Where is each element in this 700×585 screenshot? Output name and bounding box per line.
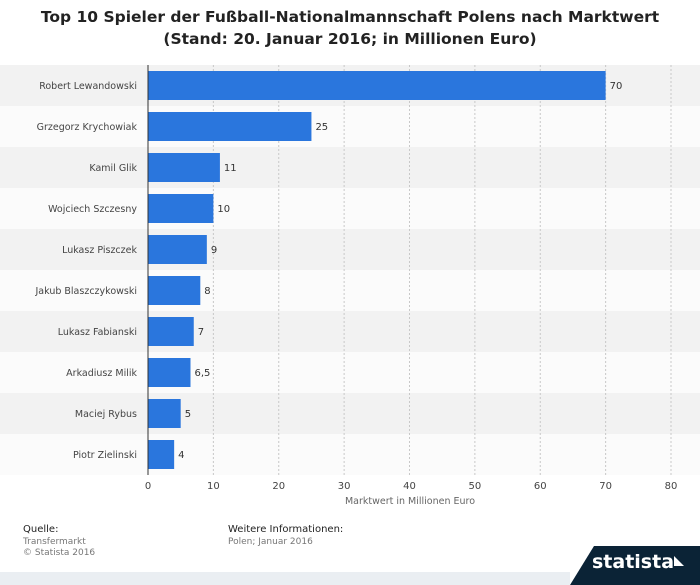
row-stripe <box>0 270 700 311</box>
x-tick-label: 20 <box>272 481 285 492</box>
bar[interactable] <box>148 71 606 100</box>
bar-chart: Robert Lewandowski Grzegorz Krychowiak Kam… <box>0 65 700 507</box>
chart-title: Top 10 Spieler der Fußball-Nationalmanns… <box>40 8 660 48</box>
row-stripe <box>0 352 700 393</box>
row-stripe <box>0 311 700 352</box>
category-label: Grzegorz Krychowiak <box>37 122 138 133</box>
bar[interactable] <box>148 153 220 182</box>
brand-text: statista <box>592 551 675 573</box>
bar[interactable] <box>148 112 312 141</box>
info-label: Weitere Informationen: <box>228 524 344 535</box>
category-label: Jakub Blaszczykowski <box>35 286 138 297</box>
x-tick-label: 10 <box>207 481 220 492</box>
category-label: Wojciech Szczesny <box>48 204 137 215</box>
bar[interactable] <box>148 235 207 264</box>
value-label: 9 <box>211 245 217 256</box>
value-label: 7 <box>198 327 204 338</box>
logo-corner <box>570 546 594 585</box>
row-stripe <box>0 229 700 270</box>
footer-band <box>0 572 700 585</box>
row-stripe <box>0 106 700 147</box>
x-tick-label: 30 <box>338 481 351 492</box>
x-tick-label: 40 <box>403 481 416 492</box>
value-labels: 70 25 11 10 9 8 7 6,5 5 4 <box>178 81 622 461</box>
category-label: Lukasz Fabianski <box>58 327 137 338</box>
bar[interactable] <box>148 317 194 346</box>
source-label: Quelle: <box>23 524 59 535</box>
value-label: 8 <box>204 286 210 297</box>
x-tick-label: 0 <box>145 481 151 492</box>
value-label: 11 <box>224 163 237 174</box>
row-stripe <box>0 393 700 434</box>
logo-arrow-icon <box>674 556 684 566</box>
x-tick-labels: 0 10 20 30 40 50 60 70 80 <box>145 481 678 492</box>
value-label: 4 <box>178 450 184 461</box>
x-tick-label: 70 <box>599 481 612 492</box>
category-labels: Robert Lewandowski Grzegorz Krychowiak Kam… <box>35 81 138 461</box>
x-tick-label: 80 <box>665 481 678 492</box>
category-label: Kamil Glik <box>89 163 137 174</box>
category-label: Maciej Rybus <box>75 409 137 420</box>
value-label: 5 <box>185 409 191 420</box>
row-stripe <box>0 434 700 475</box>
value-label: 25 <box>315 122 328 133</box>
category-label: Robert Lewandowski <box>39 81 137 92</box>
bar[interactable] <box>148 358 191 387</box>
bar[interactable] <box>148 194 214 223</box>
category-label: Lukasz Piszczek <box>62 245 137 256</box>
x-tick-label: 50 <box>469 481 482 492</box>
source-line: Transfermarkt <box>23 537 86 547</box>
bar[interactable] <box>148 276 201 305</box>
row-stripe <box>0 147 700 188</box>
row-stripe <box>0 188 700 229</box>
copyright-line: © Statista 2016 <box>23 548 96 558</box>
value-label: 6,5 <box>194 368 210 379</box>
value-label: 70 <box>610 81 623 92</box>
statista-logo[interactable]: statista <box>570 546 700 585</box>
value-label: 10 <box>217 204 230 215</box>
info-line: Polen; Januar 2016 <box>228 537 313 547</box>
x-tick-label: 60 <box>534 481 547 492</box>
bars <box>148 71 606 469</box>
x-axis-label: Marktwert in Millionen Euro <box>345 496 475 507</box>
category-label: Piotr Zielinski <box>73 450 137 461</box>
category-label: Arkadiusz Milik <box>66 368 137 379</box>
bar[interactable] <box>148 440 175 469</box>
bar[interactable] <box>148 399 181 428</box>
